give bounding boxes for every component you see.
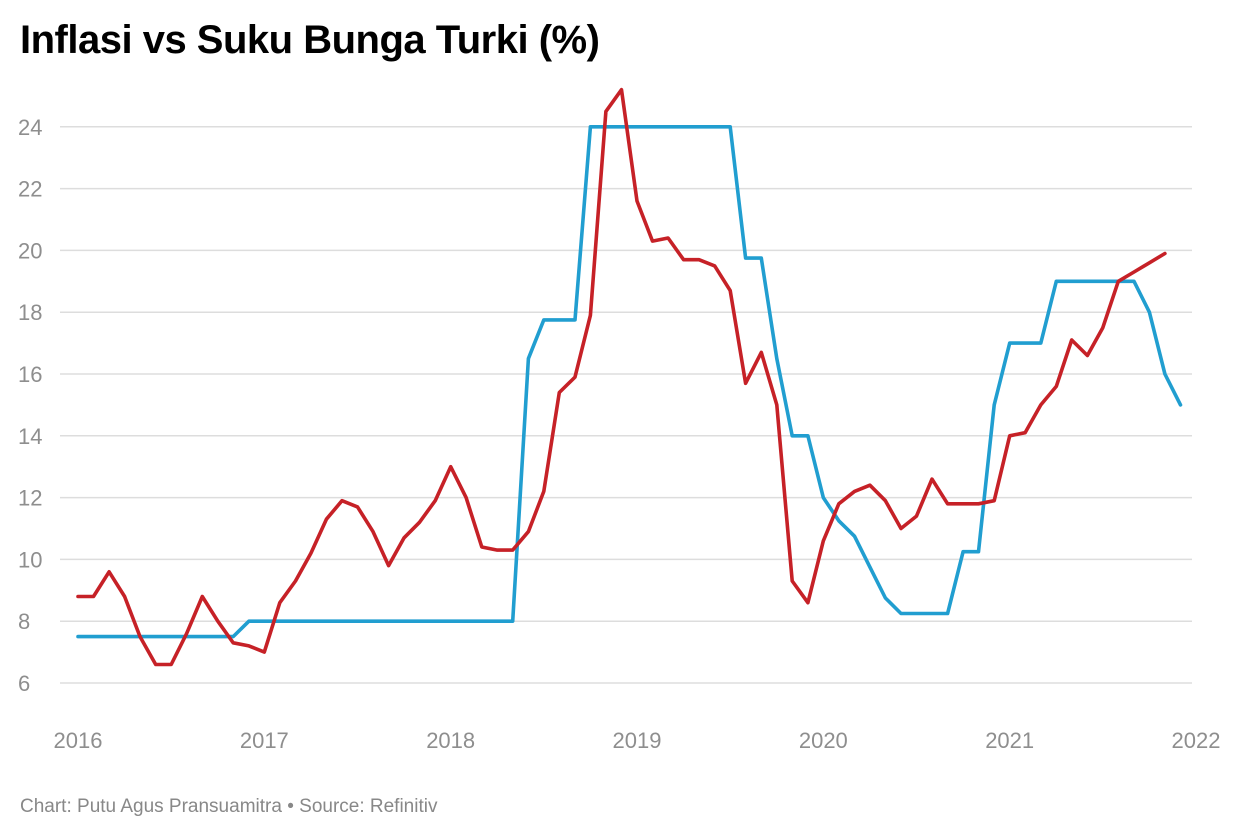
chart-footer: Chart: Putu Agus Pransuamitra • Source: … — [20, 796, 437, 818]
x-tick-label: 2021 — [985, 728, 1034, 753]
data-series — [76, 87, 1183, 667]
x-tick-label: 2016 — [54, 728, 103, 753]
chart-credit: Chart: Putu Agus Pransuamitra — [20, 796, 282, 817]
y-tick-label: 8 — [18, 609, 30, 634]
chart-title: Inflasi vs Suku Bunga Turki (%) — [20, 18, 600, 62]
y-tick-label: 16 — [18, 362, 42, 387]
y-tick-label: 20 — [18, 238, 42, 263]
y-tick-label: 24 — [18, 115, 42, 140]
x-tick-label: 2019 — [613, 728, 662, 753]
footer-separator: • — [287, 796, 294, 817]
chart-source: Source: Refinitiv — [299, 796, 438, 817]
y-tick-label: 18 — [18, 300, 42, 325]
y-tick-label: 6 — [18, 671, 30, 696]
x-tick-label: 2020 — [799, 728, 848, 753]
x-axis-tick-labels: 2016 2017 2018 2019 2020 2021 2022 — [54, 728, 1221, 753]
x-tick-label: 2018 — [426, 728, 475, 753]
y-tick-label: 14 — [18, 424, 42, 449]
x-tick-label: 2022 — [1172, 728, 1221, 753]
interest-rate-line — [76, 125, 1183, 639]
y-tick-label: 10 — [18, 547, 42, 572]
y-axis-tick-labels: 6 8 10 12 14 16 18 20 22 24 — [18, 115, 42, 696]
inflation-line — [76, 87, 1167, 667]
x-tick-label: 2017 — [240, 728, 289, 753]
y-tick-label: 12 — [18, 486, 42, 511]
y-tick-label: 22 — [18, 177, 42, 202]
gridlines — [60, 126, 1192, 684]
